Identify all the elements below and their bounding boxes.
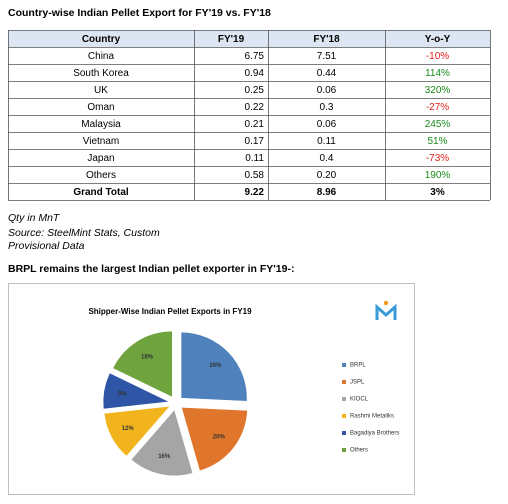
table-cell: Grand Total bbox=[73, 187, 129, 198]
table-cell: Japan bbox=[87, 153, 114, 164]
data-label: 18% bbox=[141, 354, 154, 360]
legend-label: Bagadiya Brothers bbox=[350, 431, 399, 437]
column-header: FY'18 bbox=[313, 34, 340, 45]
table-cell: Vietnam bbox=[83, 136, 120, 147]
table-cell: 0.17 bbox=[245, 136, 265, 147]
legend-swatch bbox=[342, 397, 346, 401]
data-label: 20% bbox=[213, 434, 226, 440]
table-cell: 3% bbox=[430, 187, 445, 198]
logo bbox=[375, 300, 397, 320]
legend-swatch bbox=[342, 380, 346, 384]
pie-slice bbox=[102, 372, 170, 410]
pie-slice bbox=[180, 331, 248, 402]
legend-swatch bbox=[342, 363, 346, 367]
table-cell: Oman bbox=[87, 102, 114, 113]
pie-slice bbox=[181, 407, 248, 472]
table-cell: 0.11 bbox=[245, 153, 264, 164]
data-label: 9% bbox=[118, 391, 127, 397]
table-cell: 0.06 bbox=[317, 85, 337, 96]
legend-label: KIOCL bbox=[350, 397, 369, 403]
table-cell: 245% bbox=[425, 119, 451, 130]
table-cell: China bbox=[88, 51, 115, 62]
table-cell: -73% bbox=[426, 153, 449, 164]
page-title: Country-wise Indian Pellet Export for FY… bbox=[8, 7, 271, 19]
table-cell: 0.25 bbox=[245, 85, 265, 96]
table-cell: 0.44 bbox=[317, 68, 337, 79]
table-cell: 0.11 bbox=[317, 136, 336, 147]
table: Country FY'19 FY'18 Y-o-Y China 6.75 7.51 -10% S… bbox=[8, 30, 491, 201]
data-label: 12% bbox=[122, 426, 135, 432]
table-cell: 320% bbox=[425, 85, 451, 96]
note: Source: SteelMint Stats, Custom bbox=[8, 227, 160, 239]
table-cell: 0.22 bbox=[245, 102, 265, 113]
table-cell: 7.51 bbox=[317, 51, 337, 62]
note: Qty in MnT bbox=[8, 212, 61, 224]
data-label: 16% bbox=[158, 454, 171, 460]
table-cell: 0.21 bbox=[245, 119, 265, 130]
note: Provisional Data bbox=[8, 240, 85, 252]
legend-label: BRPL bbox=[350, 363, 366, 369]
table-cell: 0.58 bbox=[245, 170, 265, 181]
table-cell: 190% bbox=[425, 170, 451, 181]
legend-label: JSPL bbox=[350, 380, 365, 386]
table-cell: 51% bbox=[427, 136, 447, 147]
table-cell: 0.3 bbox=[320, 102, 334, 113]
table-cell: Others bbox=[86, 170, 116, 181]
pie-chart: 26% 20% 16% 12% 9% 18% BRPL JSPL KIOCL Rashmi Met… bbox=[102, 330, 399, 477]
legend-label: Others bbox=[350, 448, 368, 454]
table-cell: 0.20 bbox=[317, 170, 337, 181]
subtitle: BRPL remains the largest Indian pellet e… bbox=[8, 263, 294, 275]
table-cell: -10% bbox=[426, 51, 449, 62]
pie-slice bbox=[112, 330, 173, 398]
column-header: Y-o-Y bbox=[425, 34, 451, 45]
chart-title: Shipper-Wise Indian Pellet Exports in FY… bbox=[88, 307, 252, 316]
pie-slice bbox=[103, 405, 171, 457]
legend-swatch bbox=[342, 448, 346, 452]
table-cell: 6.75 bbox=[245, 51, 265, 62]
table-cell: 0.4 bbox=[320, 153, 334, 164]
table-cell: UK bbox=[94, 85, 108, 96]
column-header: Country bbox=[82, 34, 121, 45]
header-bg bbox=[8, 30, 490, 47]
table-cell: Malaysia bbox=[81, 119, 121, 130]
table-cell: 8.96 bbox=[317, 187, 337, 198]
column-header: FY'19 bbox=[218, 34, 245, 45]
legend-swatch bbox=[342, 431, 346, 435]
table-cell: 0.94 bbox=[245, 68, 265, 79]
legend-swatch bbox=[342, 414, 346, 418]
data-label: 26% bbox=[209, 363, 222, 369]
table-cell: South Korea bbox=[73, 68, 129, 79]
table-cell: 114% bbox=[425, 68, 450, 79]
legend-label: Rashmi Metaliks bbox=[350, 414, 394, 420]
pie-slice bbox=[130, 409, 194, 477]
table-cell: -27% bbox=[426, 102, 449, 113]
table-cell: 0.06 bbox=[317, 119, 337, 130]
table-cell: 9.22 bbox=[245, 187, 265, 198]
